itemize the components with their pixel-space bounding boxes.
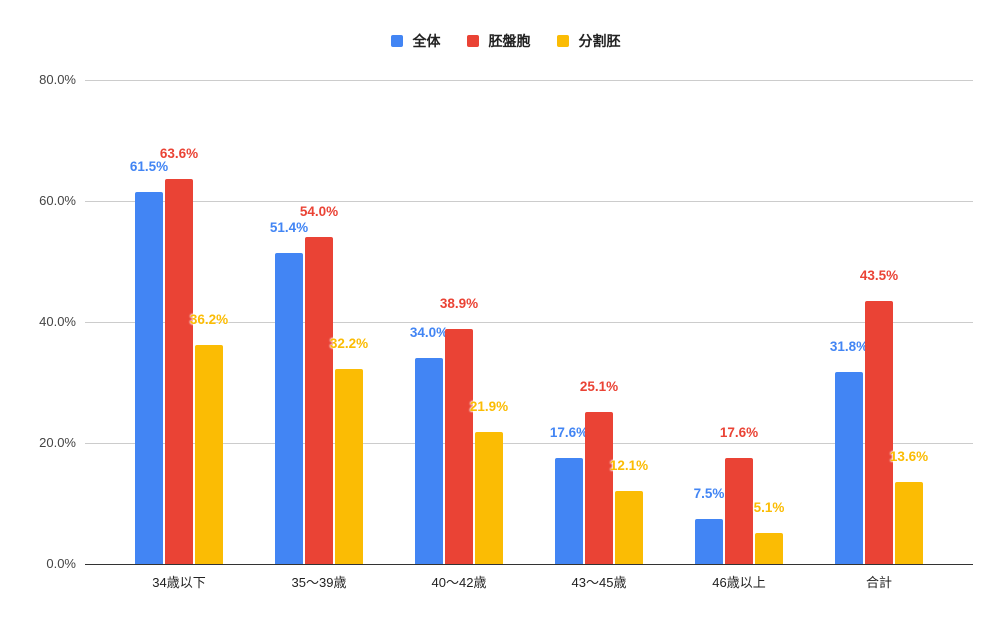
bar[interactable] bbox=[895, 481, 923, 564]
gridline bbox=[85, 201, 973, 202]
x-tick-label: 34歳以下 bbox=[152, 575, 206, 590]
gridline bbox=[85, 443, 973, 444]
x-tick-label: 40〜42歳 bbox=[431, 575, 487, 590]
bar[interactable] bbox=[135, 191, 163, 564]
data-label: 21.9% bbox=[469, 398, 509, 414]
legend-swatch-icon bbox=[390, 35, 403, 47]
bar[interactable] bbox=[865, 300, 893, 564]
legend-item-all[interactable]: 全体 bbox=[385, 31, 441, 51]
gridline bbox=[85, 80, 973, 81]
legend-label: 分割胚 bbox=[578, 33, 621, 49]
x-tick-label: 43〜45歳 bbox=[571, 575, 627, 590]
legend-item-cleavage[interactable]: 分割胚 bbox=[551, 31, 621, 51]
y-tick-label: 0.0% bbox=[46, 556, 76, 571]
bar[interactable] bbox=[835, 371, 863, 564]
x-tick-label: 35〜39歳 bbox=[291, 575, 347, 590]
bar[interactable] bbox=[615, 490, 643, 564]
data-label: 32.2% bbox=[329, 336, 369, 352]
data-label: 54.0% bbox=[299, 204, 339, 220]
data-label: 38.9% bbox=[439, 295, 479, 311]
data-label: 31.8% bbox=[829, 338, 869, 354]
data-label: 17.6% bbox=[549, 424, 589, 440]
bar[interactable] bbox=[165, 179, 193, 564]
bar[interactable] bbox=[335, 369, 363, 564]
data-label: 61.5% bbox=[129, 158, 169, 174]
y-tick-label: 80.0% bbox=[39, 72, 76, 87]
data-label: 34.0% bbox=[409, 325, 449, 341]
data-label: 7.5% bbox=[693, 485, 725, 501]
legend-swatch-icon bbox=[466, 35, 479, 47]
legend-item-blastocyst[interactable]: 胚盤胞 bbox=[461, 31, 531, 51]
bar[interactable] bbox=[755, 533, 783, 564]
legend-label: 全体 bbox=[412, 33, 441, 49]
data-label: 17.6% bbox=[719, 424, 759, 440]
data-label: 13.6% bbox=[889, 448, 929, 464]
data-label: 63.6% bbox=[159, 146, 199, 162]
data-label: 5.1% bbox=[753, 500, 785, 516]
bar[interactable] bbox=[195, 344, 223, 564]
legend-label: 胚盤胞 bbox=[488, 33, 531, 49]
bar[interactable] bbox=[555, 457, 583, 564]
bar[interactable] bbox=[585, 412, 613, 564]
bar[interactable] bbox=[445, 328, 473, 564]
bar[interactable] bbox=[725, 457, 753, 564]
y-tick-label: 20.0% bbox=[39, 435, 76, 450]
x-axis-line bbox=[85, 564, 973, 565]
gridline bbox=[85, 322, 973, 323]
x-tick-label: 合計 bbox=[865, 575, 892, 590]
data-label: 25.1% bbox=[579, 379, 619, 395]
data-label: 43.5% bbox=[859, 267, 899, 283]
data-label: 51.4% bbox=[269, 220, 309, 236]
bar[interactable] bbox=[415, 358, 443, 564]
bar[interactable] bbox=[695, 518, 723, 564]
x-tick-label: 46歳以上 bbox=[712, 575, 766, 590]
bar[interactable] bbox=[475, 431, 503, 564]
bar[interactable] bbox=[275, 253, 303, 564]
y-tick-label: 60.0% bbox=[39, 193, 76, 208]
y-tick-label: 40.0% bbox=[39, 314, 76, 329]
data-label: 36.2% bbox=[189, 311, 229, 327]
chart-legend: 全体 胚盤胞 分割胚 bbox=[0, 31, 1005, 51]
bar[interactable] bbox=[305, 237, 333, 564]
legend-swatch-icon bbox=[556, 35, 569, 47]
data-label: 12.1% bbox=[609, 457, 649, 473]
